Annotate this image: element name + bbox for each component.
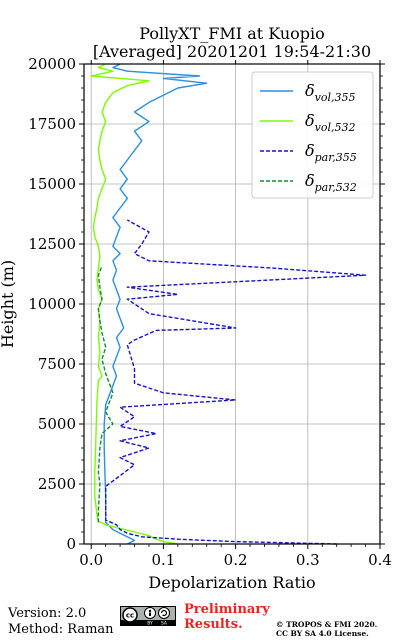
y-tick-label: 5000	[38, 415, 76, 433]
legend-box	[251, 71, 374, 199]
x-tick-label: 0.4	[368, 551, 392, 569]
chart-title-line2: [Averaged] 20201201 19:54-21:30	[93, 42, 371, 61]
legend-label: δpar,355	[305, 141, 357, 164]
x-tick-label: 0.0	[79, 551, 103, 569]
legend-label: δvol,355	[305, 81, 356, 104]
series-line-vol-355	[103, 63, 208, 545]
preliminary-line1: Preliminary	[184, 602, 270, 617]
cc-by-sa-badge: cc BY SA	[120, 606, 176, 626]
method-label: Method: Raman	[8, 622, 114, 637]
x-axis-label: Depolarization Ratio	[148, 573, 315, 592]
legend: δvol,355 δvol,532 δpar,355 δpar,532	[251, 71, 374, 199]
series-line-par-355	[105, 219, 367, 545]
preliminary-line2: Results.	[184, 617, 243, 632]
y-tick-label: 0	[66, 535, 76, 553]
y-tick-label: 7500	[38, 355, 76, 373]
y-tick-label: 17500	[28, 115, 76, 133]
preliminary-notice: Preliminary Results.	[184, 602, 270, 632]
version-label: Version: 2.0	[8, 606, 87, 621]
y-tick-label: 10000	[28, 295, 76, 313]
sa-share-icon	[158, 607, 170, 619]
y-tick-label: 20000	[28, 55, 76, 73]
x-tick-label: 0.3	[296, 551, 320, 569]
copyright-line1: © TROPOS & FMI 2020.	[276, 620, 378, 629]
chart-title-line1: PollyXT_FMI at Kuopio	[139, 24, 325, 43]
by-person-icon	[148, 609, 152, 613]
axis-ticks: 0.0 0.1 0.2 0.3 0.4 0 2500 5000 7500 10000 12500 15…	[28, 55, 392, 569]
cc-by-label: BY	[147, 621, 153, 627]
y-axis-label: Height (m)	[0, 260, 17, 348]
copyright-notice: © TROPOS & FMI 2020. CC BY SA 4.0 Licens…	[276, 620, 377, 638]
cc-sa-label: SA	[161, 621, 168, 627]
series-line-vol-532	[90, 63, 179, 545]
x-tick-label: 0.2	[224, 551, 248, 569]
legend-label: δvol,532	[305, 111, 356, 134]
copyright-line2: CC BY SA 4.0 License.	[276, 629, 369, 638]
legend-label: δpar,532	[305, 171, 357, 194]
cc-icon: cc	[126, 612, 134, 620]
y-tick-label: 15000	[28, 175, 76, 193]
x-tick-label: 0.1	[151, 551, 175, 569]
data-series	[90, 63, 367, 545]
y-tick-label: 12500	[28, 235, 76, 253]
y-tick-label: 2500	[38, 475, 76, 493]
